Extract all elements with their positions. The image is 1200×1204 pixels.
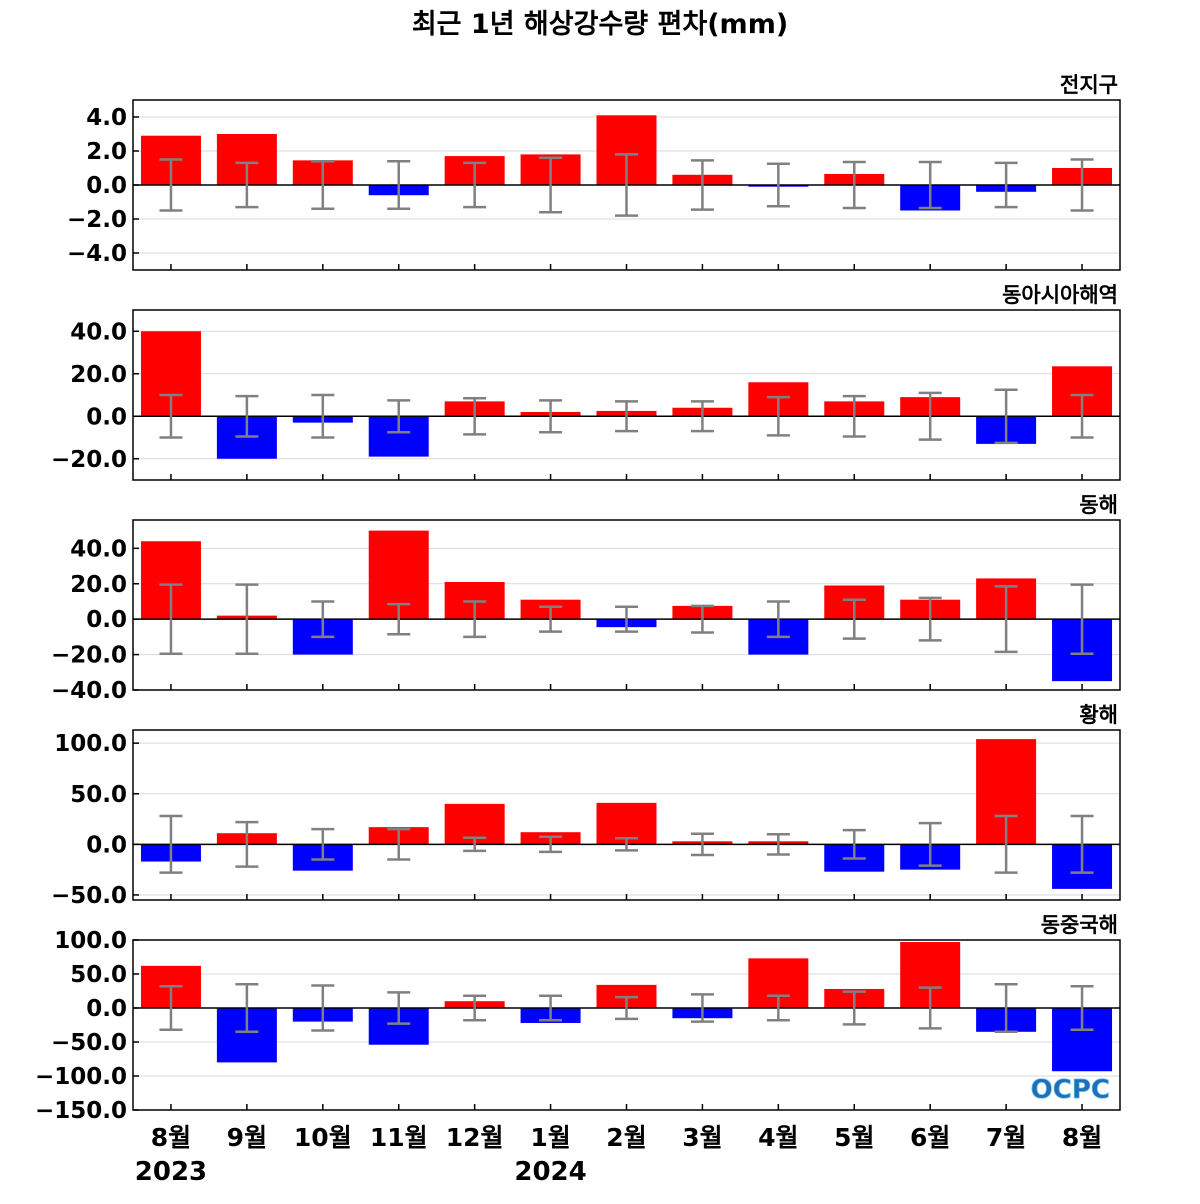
y-tick-label: 40.0 <box>70 319 127 345</box>
y-tick-label: −100.0 <box>35 1064 127 1090</box>
x-tick-label: 2월 <box>606 1123 646 1152</box>
x-tick-label: 8월 <box>1062 1123 1102 1152</box>
y-tick-label: −20.0 <box>51 447 127 473</box>
x-tick-label: 7월 <box>986 1123 1026 1152</box>
ocpc-logo: OCPC <box>1031 1075 1110 1105</box>
panel-frame <box>132 519 1121 691</box>
panel-title: 동아시아해역 <box>1002 283 1118 307</box>
y-tick-label: −50.0 <box>51 883 127 909</box>
panel-title: 전지구 <box>1060 73 1118 97</box>
y-tick-label: 0.0 <box>86 607 127 633</box>
x-tick-label: 12월 <box>446 1123 504 1152</box>
y-tick-label: 2.0 <box>86 139 127 165</box>
y-tick-label: 20.0 <box>70 362 127 388</box>
panel-title: 황해 <box>1079 703 1118 727</box>
x-tick-label: 11월 <box>370 1123 428 1152</box>
y-tick-label: 100.0 <box>54 731 127 757</box>
x-tick-label: 8월 <box>151 1123 191 1152</box>
y-tick-label: 50.0 <box>70 962 127 988</box>
y-tick-label: 100.0 <box>54 928 127 954</box>
y-tick-label: −40.0 <box>51 678 127 704</box>
y-tick-label: 50.0 <box>70 782 127 808</box>
y-tick-label: −50.0 <box>51 1030 127 1056</box>
panel-frame <box>132 99 1121 271</box>
y-tick-label: −20.0 <box>51 643 127 669</box>
panel-frame <box>132 309 1121 481</box>
panel-frame <box>132 939 1121 1111</box>
panel-title: 동중국해 <box>1041 913 1118 937</box>
panel-title: 동해 <box>1079 493 1118 517</box>
x-tick-label: 6월 <box>910 1123 950 1152</box>
y-tick-label: 20.0 <box>70 572 127 598</box>
x-tick-label: 3월 <box>682 1123 722 1152</box>
year-label: 2024 <box>514 1157 586 1187</box>
x-tick-label: 10월 <box>294 1123 352 1152</box>
y-tick-label: 0.0 <box>86 832 127 858</box>
y-tick-label: 4.0 <box>86 105 127 131</box>
y-tick-label: −4.0 <box>67 241 127 267</box>
x-tick-label: 9월 <box>227 1123 267 1152</box>
year-label: 2023 <box>135 1157 207 1187</box>
y-tick-label: 0.0 <box>86 996 127 1022</box>
y-tick-label: −2.0 <box>67 207 127 233</box>
y-tick-label: 40.0 <box>70 536 127 562</box>
panel-frame <box>132 729 1121 901</box>
x-tick-label: 5월 <box>834 1123 874 1152</box>
chart-title: 최근 1년 해상강수량 편차(mm) <box>412 9 788 40</box>
y-tick-label: 0.0 <box>86 404 127 430</box>
y-tick-label: 0.0 <box>86 173 127 199</box>
y-tick-label: −150.0 <box>35 1098 127 1124</box>
x-tick-label: 4월 <box>758 1123 798 1152</box>
x-tick-label: 1월 <box>530 1123 570 1152</box>
